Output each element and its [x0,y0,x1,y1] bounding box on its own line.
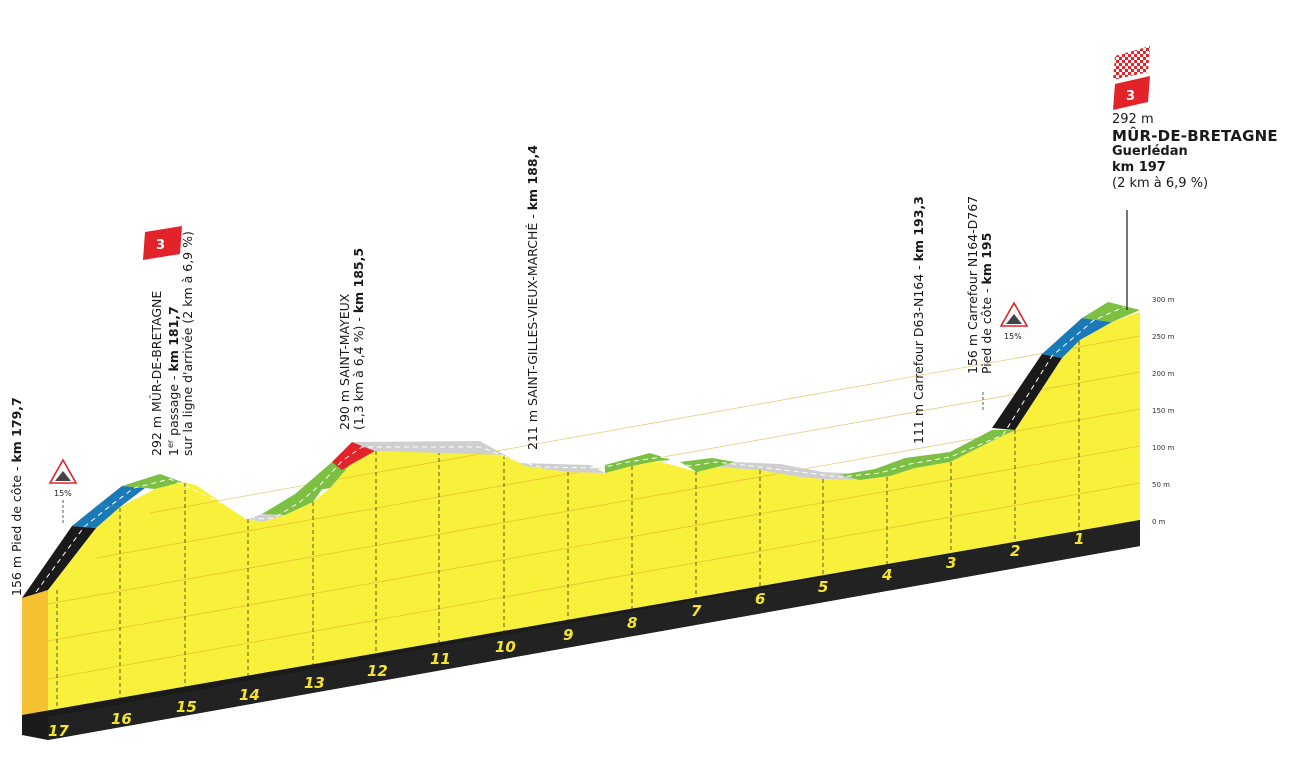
climb-start-marker-1: 15% [48,458,78,525]
km-marker-8: 8 [627,614,637,632]
km-marker-17: 17 [48,722,69,740]
climb-grade-2: 15% [1004,332,1022,341]
km-marker-12: 12 [367,662,388,680]
annotation-km-179-7: 156 m Pied de côte - km 179,7 [9,397,24,596]
ribbon-green-1 [122,474,182,489]
ribbon-gray-2 [352,441,505,455]
category-badge-1: 3 [143,226,182,260]
climb-grade-1: 15% [54,489,72,498]
ribbon-green-6 [840,430,1015,480]
km-marker-6: 6 [755,590,765,608]
ribbon-gray-4 [717,462,823,479]
category-badge-finish [1113,76,1150,110]
km-labels: 17 16 15 14 13 12 11 10 9 8 7 6 5 4 3 2 1 [48,530,1084,740]
category-number-1: 3 [156,238,165,253]
ribbon-green-5 [680,458,735,472]
km-marker-9: 9 [563,626,573,644]
ribbon-green-7 [1082,302,1140,322]
km-marker-13: 13 [304,674,325,692]
finish-km: km 197 [1112,160,1166,175]
finish-info: 292 m MÛR-DE-BRETAGNE Guerlédan km 197 (… [1112,112,1278,192]
km-marker-3: 3 [946,554,956,572]
km-marker-5: 5 [818,578,828,596]
finish-flag-badge: 3 [1113,46,1150,110]
profile-side-face [22,590,48,717]
annotation-km-193-3: 111 m Carrefour D63-N164 - km 193,3 [911,196,926,444]
checkered-flag-icon [1113,46,1150,80]
km-marker-14: 14 [239,686,260,704]
finish-altitude: 292 m [1112,112,1154,127]
climb-start-marker-2: 15% [999,301,1029,341]
ribbon-dark-1 [22,526,96,598]
ribbon-blue-2 [98,486,145,507]
profile-front-face [48,312,1140,717]
annotation-km-188-4: 211 m SAINT-GILLES-VIEUX-MARCHÉ - km 188… [525,145,540,450]
altitude-tick-label: 250 m [1152,333,1175,341]
ribbon-centerline [35,306,1125,593]
profile-body [22,302,1141,740]
km-marker-11: 11 [430,650,451,668]
annotation-km-181-7: 292 m MÛR-DE-BRETAGNE 1er passage - km 1… [149,231,196,456]
km-marker-16: 16 [111,710,132,728]
ribbon-dark-2 [992,354,1062,430]
km-marker-2: 2 [1010,542,1020,560]
annotation-km-185-5: 290 m SAINT-MAYEUX (1,3 km à 6,4 %) - km… [337,247,366,430]
altitude-axis: 300 m 250 m 200 m 150 m 100 m 50 m 0 m [1152,296,1175,526]
km-marker-7: 7 [691,602,702,620]
altitude-tick-label: 0 m [1152,518,1166,526]
road-base-front [48,520,1140,740]
finish-subtitle: Guerlédan [1112,144,1188,159]
km-marker-15: 15 [176,698,197,716]
ribbon-gray-1 [248,514,285,522]
altitude-tick-label: 150 m [1152,407,1175,415]
altitude-tick-label: 200 m [1152,370,1175,378]
mountain-icon [1006,314,1022,324]
altitude-tick-label: 50 m [1152,481,1170,489]
ribbon-green-3 [295,462,350,494]
annotation-km-195: 156 m Carrefour N164-D767 Pied de côte -… [965,195,994,374]
category-number-finish: 3 [1126,89,1135,104]
km-marker-10: 10 [495,638,516,656]
finish-gradient: (2 km à 6,9 %) [1112,176,1209,191]
ribbon-blue-3 [1042,318,1112,358]
finish-town: MÛR-DE-BRETAGNE [1112,127,1278,145]
km-marker-4: 4 [881,566,892,584]
km-marker-1: 1 [1074,530,1084,548]
ribbon-red-1 [332,442,375,470]
ribbon-blue-1 [72,505,120,528]
ribbon-gray-3 [505,455,605,473]
altitude-tick-label: 300 m [1152,296,1175,304]
km-dashed-lines [56,341,1080,717]
altitude-tick-label: 100 m [1152,444,1175,452]
mountain-icon [55,471,71,481]
